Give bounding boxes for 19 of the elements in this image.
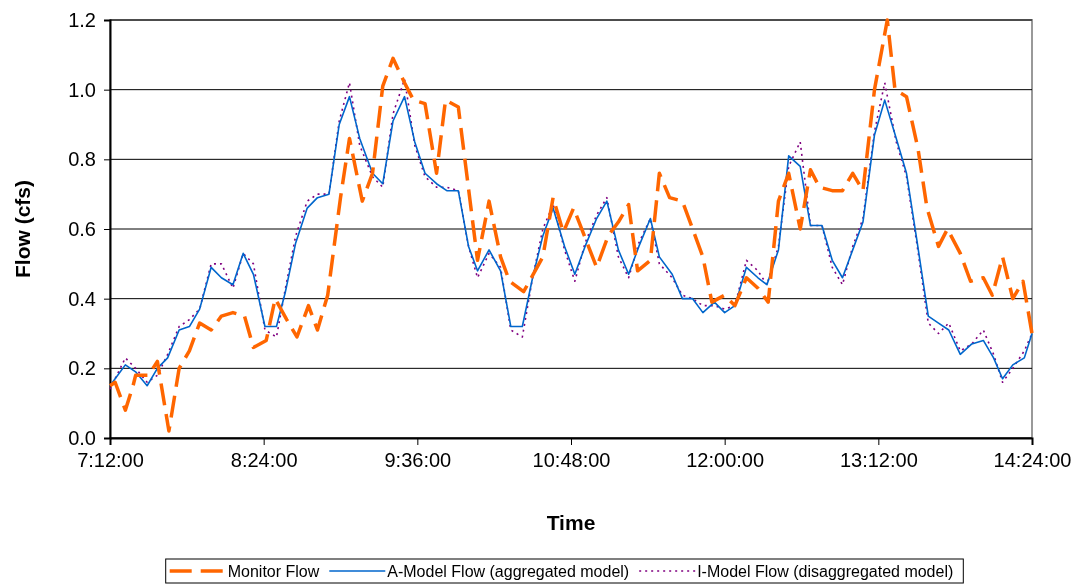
y-tick-label: 1.2 xyxy=(68,8,96,31)
x-tick-label: 10:48:00 xyxy=(532,449,611,472)
y-tick-label: 0.4 xyxy=(68,287,96,310)
x-tick-label: 12:00:00 xyxy=(686,449,765,472)
legend-label: A-Model Flow (aggregated model) xyxy=(387,563,630,580)
x-tick-label: 13:12:00 xyxy=(839,449,918,472)
y-tick-label: 1.0 xyxy=(68,78,96,101)
y-tick-label: 0.0 xyxy=(68,426,96,449)
x-tick-label: 9:36:00 xyxy=(384,449,452,472)
legend-label: Monitor Flow xyxy=(227,563,320,580)
x-tick-label: 8:24:00 xyxy=(230,449,298,472)
y-axis-title: Flow (cfs) xyxy=(11,180,34,278)
x-tick-label: 14:24:00 xyxy=(993,449,1072,472)
y-tick-label: 0.6 xyxy=(68,217,96,240)
x-axis-title: Time xyxy=(546,511,596,534)
legend-label: I-Model Flow (disaggregated model) xyxy=(697,563,954,580)
y-tick-label: 0.8 xyxy=(68,148,96,171)
x-tick-label: 7:12:00 xyxy=(77,449,144,472)
y-tick-label: 0.2 xyxy=(68,357,96,380)
